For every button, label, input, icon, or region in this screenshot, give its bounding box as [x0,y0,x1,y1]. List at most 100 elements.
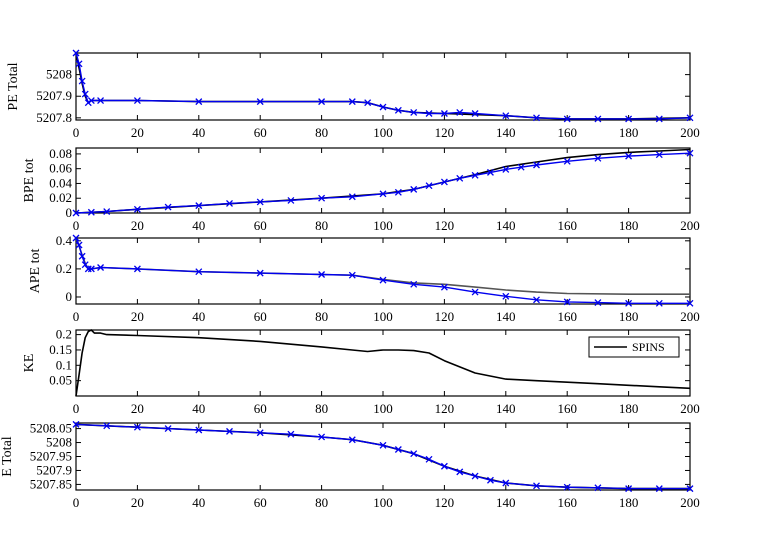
x-marker [440,110,448,117]
y-axis-label: E Total [0,436,15,476]
x-marker [133,205,141,213]
x-tick-label: 40 [192,218,205,233]
series-line-1 [75,423,690,490]
x-marker [133,97,141,105]
x-marker [287,430,295,438]
x-marker [87,208,95,216]
x-tick-label: 0 [73,495,80,510]
x-marker [502,165,510,173]
x-tick-label: 80 [315,401,328,416]
series-marker-line [75,52,691,120]
y-tick-label: 0.05 [49,373,72,388]
x-marker [379,190,387,198]
x-tick-label: 180 [619,309,639,324]
x-marker [655,115,663,123]
x-marker [410,280,418,288]
x-tick-label: 200 [680,309,700,324]
x-marker [256,98,264,106]
x-marker [425,110,433,117]
x-tick-label: 120 [435,401,455,416]
x-tick-label: 180 [619,125,639,140]
x-marker [533,482,540,490]
x-marker [471,288,479,296]
y-tick-label: 5208 [46,67,72,82]
x-tick-label: 60 [254,125,267,140]
x-marker [655,151,663,159]
x-marker [87,97,95,105]
x-marker [471,171,479,179]
x-marker [256,198,264,206]
x-marker [226,427,233,435]
x-marker [471,110,479,117]
x-tick-label: 120 [435,218,455,233]
x-marker [410,108,418,116]
x-tick-label: 140 [496,309,516,324]
x-marker [348,436,356,444]
axes-frame [75,422,691,491]
x-marker [81,90,89,98]
x-marker [195,98,203,106]
x-marker [563,115,571,123]
x-marker [97,264,105,271]
x-tick-label: 60 [254,309,267,324]
legend-entry: SPINS [632,340,665,354]
x-marker [625,152,633,160]
x-marker [72,49,80,57]
x-marker [440,178,448,186]
y-tick-label: 5208 [46,435,72,450]
x-tick-label: 100 [373,495,393,510]
panel-3: 0 20 40 60 80 100 120 140 160 180 200 0 0.2 0.4 APE to… [28,233,700,324]
y-axis-label: KE [22,354,37,373]
x-marker [456,108,464,116]
x-tick-label: 60 [254,401,267,416]
x-marker [594,484,602,492]
x-tick-label: 180 [619,401,639,416]
y-tick-label: 0.2 [56,327,72,342]
x-tick-label: 120 [435,125,455,140]
x-marker [84,265,92,273]
x-tick-label: 80 [315,218,328,233]
series-line-1 [75,329,691,397]
x-marker [348,271,356,279]
y-axis-label: APE tot [28,249,43,294]
x-tick-label: 40 [192,125,205,140]
y-tick-label: 5207.9 [36,88,72,103]
x-tick-label: 160 [557,125,577,140]
x-marker [164,425,172,433]
x-tick-label: 0 [73,309,80,324]
x-marker [394,106,402,114]
x-tick-label: 60 [254,218,267,233]
y-axis-label: BPE tot [22,158,37,202]
x-marker [502,292,510,300]
x-tick-label: 20 [131,401,144,416]
x-tick-label: 200 [680,401,700,416]
x-marker [533,296,540,304]
x-marker [563,157,571,165]
x-marker [195,268,203,276]
x-marker [410,185,418,193]
x-marker [563,298,571,306]
x-marker [686,299,694,307]
panel-5: 0 20 40 60 80 100 120 140 160 180 2005207.855207.9… [0,421,700,510]
x-tick-label: 0 [73,401,80,416]
x-marker [164,203,172,211]
x-marker [655,299,663,307]
x-marker [486,476,494,484]
panel-4: 0 20 40 60 80 100 120 140 160 180 200 0.050.10.150.… [22,327,700,416]
x-marker [594,299,602,307]
x-marker [625,485,633,493]
x-marker [318,271,326,278]
x-tick-label: 160 [557,218,577,233]
x-tick-label: 200 [680,125,700,140]
x-marker [379,276,387,284]
x-marker [625,299,633,307]
x-tick-label: 80 [315,309,328,324]
y-tick-label: 0.1 [56,357,72,372]
x-tick-label: 160 [557,401,577,416]
x-marker [425,455,433,463]
x-tick-label: 20 [131,495,144,510]
x-marker [81,261,89,269]
x-marker [72,209,80,217]
x-tick-label: 20 [131,125,144,140]
